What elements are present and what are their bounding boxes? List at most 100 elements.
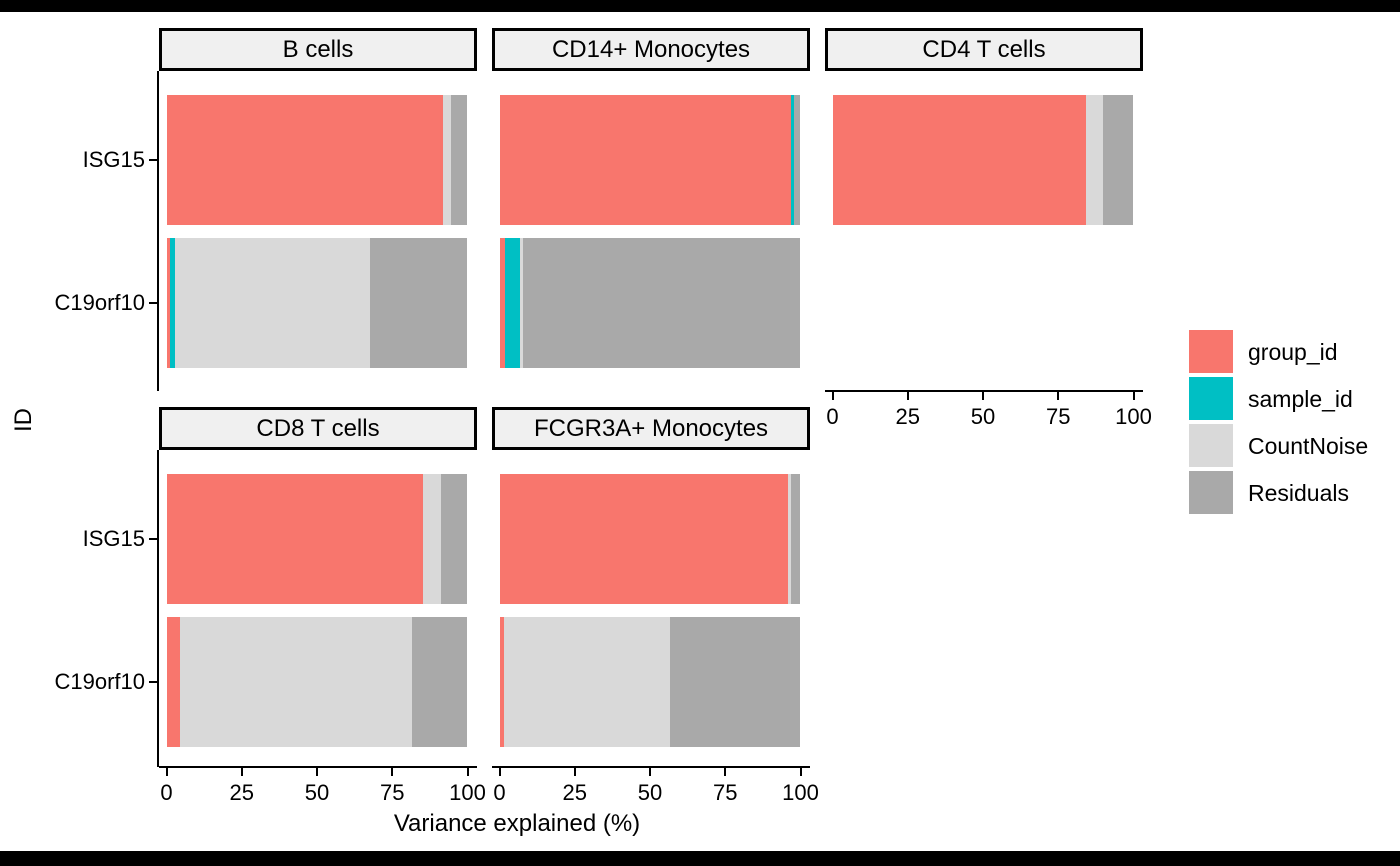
x-tick-label-100: 100: [782, 780, 819, 805]
segment-countnoise: [442, 95, 452, 225]
x-axis-line: [159, 766, 477, 768]
segment-sample-id: [504, 238, 520, 368]
segment-countnoise: [787, 474, 792, 604]
facet-strip-cd14-monocytes: CD14+ Monocytes: [492, 28, 810, 71]
x-tick: [466, 768, 469, 776]
top-frame-bar: [0, 0, 1400, 12]
segment-countnoise: [175, 238, 370, 368]
facet-strip-label: CD8 T cells: [256, 414, 380, 442]
x-tick-label-25: 25: [895, 404, 920, 429]
bar-fcgr3a-monocytes-isg15: [499, 474, 801, 604]
facet-strip-label: B cells: [282, 35, 354, 63]
facet-strip-label: CD14+ Monocytes: [551, 35, 751, 63]
facet-strip-b-cells: B cells: [159, 28, 477, 71]
bar-b-cells-isg15: [166, 95, 468, 225]
segment-residuals: [369, 238, 468, 368]
segment-residuals: [441, 474, 468, 604]
bar-cd8-t-cells-c19orf10: [166, 617, 468, 747]
segment-group-id: [499, 474, 788, 604]
y-axis-title: ID: [10, 408, 37, 432]
segment-residuals: [451, 95, 468, 225]
x-tick-label-25: 25: [562, 780, 587, 805]
legend-swatch-residuals: [1189, 471, 1233, 514]
segment-residuals: [412, 617, 468, 747]
y-tick: [149, 159, 157, 161]
x-tick: [391, 768, 394, 776]
x-tick: [799, 768, 802, 776]
x-tick-label-75: 75: [1046, 404, 1071, 429]
segment-residuals: [791, 474, 801, 604]
facet-strip-cd8-t-cells: CD8 T cells: [159, 407, 477, 450]
y-tick-label-isg15: ISG15: [82, 147, 145, 172]
y-tick: [149, 538, 157, 540]
x-tick: [316, 768, 318, 776]
segment-group-id: [832, 95, 1087, 225]
x-axis-line: [492, 766, 810, 768]
y-axis-line: [157, 71, 159, 391]
x-tick-label-50: 50: [970, 404, 996, 429]
legend-swatch-group-id: [1189, 330, 1233, 373]
segment-countnoise: [422, 474, 441, 604]
x-tick-label-100: 100: [1115, 404, 1152, 429]
x-axis-title: Variance explained (%): [393, 810, 641, 837]
x-tick: [1057, 392, 1060, 400]
segment-sample-id: [791, 95, 795, 225]
x-tick-label-100: 100: [449, 780, 486, 805]
bar-fcgr3a-monocytes-c19orf10: [499, 617, 801, 747]
y-tick: [149, 681, 157, 683]
y-tick-label-c19orf10: C19orf10: [54, 290, 145, 315]
facet-strip-fcgr3a-monocytes: FCGR3A+ Monocytes: [492, 407, 810, 450]
facet-strip-label: CD4 T cells: [922, 35, 1046, 63]
x-tick: [240, 768, 243, 776]
bar-cd14-monocytes-isg15: [499, 95, 801, 225]
x-tick: [165, 768, 168, 776]
segment-group-id: [499, 238, 505, 368]
x-tick-label-0: 0: [493, 780, 506, 805]
segment-group-id: [166, 238, 170, 368]
segment-sample-id: [169, 238, 176, 368]
legend-label-countnoise: CountNoise: [1248, 433, 1369, 459]
x-tick: [649, 768, 651, 776]
x-tick: [1132, 392, 1135, 400]
bar-cd14-monocytes-c19orf10: [499, 238, 801, 368]
segment-group-id: [166, 95, 443, 225]
segment-residuals: [669, 617, 801, 747]
facet-strip-cd4-t-cells: CD4 T cells: [825, 28, 1143, 71]
x-tick-label-25: 25: [229, 780, 254, 805]
x-tick: [906, 392, 909, 400]
bottom-frame-bar: [0, 851, 1400, 866]
x-tick: [498, 768, 501, 776]
legend-label-sample-id: sample_id: [1248, 386, 1353, 412]
segment-residuals: [522, 238, 801, 368]
segment-group-id: [166, 617, 181, 747]
x-tick-label-50: 50: [304, 780, 330, 805]
segment-group-id: [499, 617, 504, 747]
x-tick: [982, 392, 984, 400]
segment-countnoise: [519, 238, 523, 368]
legend-swatch-countnoise: [1189, 424, 1233, 467]
x-tick: [724, 768, 727, 776]
y-tick-label-isg15: ISG15: [82, 526, 145, 551]
segment-countnoise: [1086, 95, 1103, 225]
segment-countnoise: [180, 617, 413, 747]
x-tick-label-75: 75: [380, 780, 405, 805]
y-axis-line: [157, 450, 159, 767]
segment-residuals: [1102, 95, 1134, 225]
x-tick-label-0: 0: [826, 404, 839, 429]
x-tick: [831, 392, 834, 400]
segment-residuals: [794, 95, 801, 225]
x-tick-label-0: 0: [160, 780, 173, 805]
segment-countnoise: [504, 617, 670, 747]
segment-group-id: [166, 474, 423, 604]
y-tick: [149, 302, 157, 304]
facet-strip-label: FCGR3A+ Monocytes: [533, 414, 769, 442]
legend-swatch-sample-id: [1189, 377, 1233, 420]
y-tick-label-c19orf10: C19orf10: [54, 669, 145, 694]
segment-group-id: [499, 95, 792, 225]
x-tick-label-75: 75: [713, 780, 738, 805]
bar-cd8-t-cells-isg15: [166, 474, 468, 604]
x-tick-label-50: 50: [637, 780, 663, 805]
bar-b-cells-c19orf10: [166, 238, 468, 368]
x-axis-line: [825, 390, 1143, 392]
